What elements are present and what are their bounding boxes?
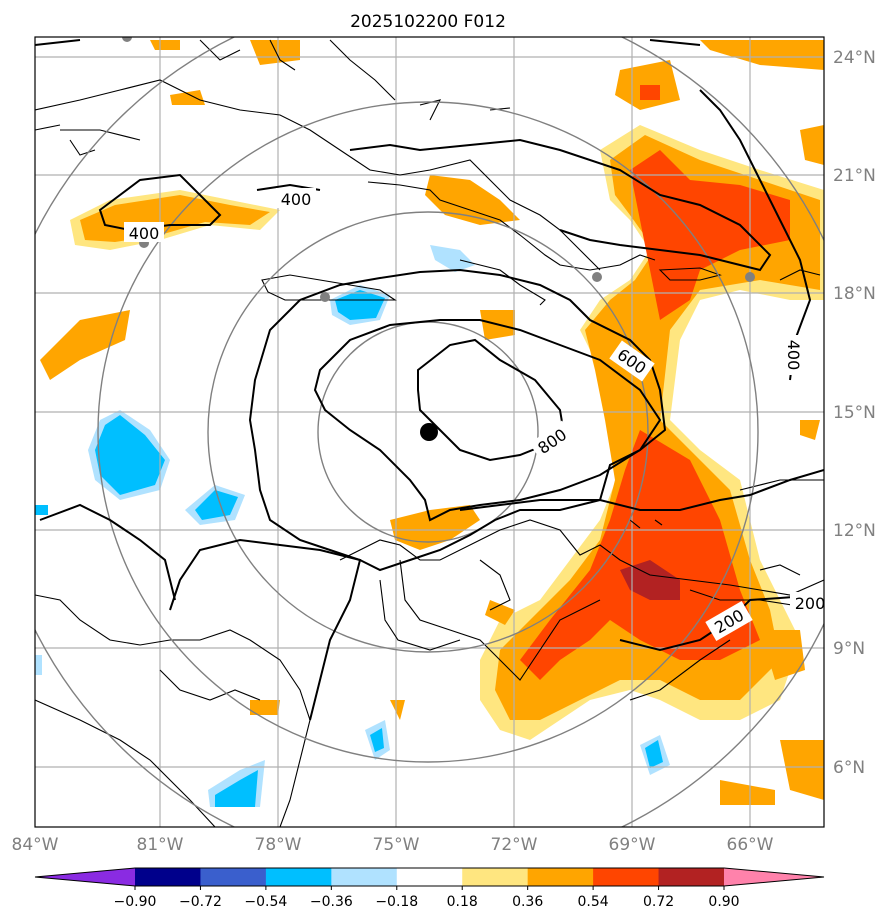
lat-label-18n: 18°N [833,284,876,304]
coastlines [35,39,824,827]
lon-label-78w: 78°W [255,835,302,855]
colorbar-tick-label: −0.36 [310,894,353,910]
contour-label-200-b: 200 [795,594,826,613]
colorbar-tick-label: −0.72 [179,894,222,910]
colorbar-segment [593,868,660,886]
lat-label-24n: 24°N [833,48,876,68]
colorbar-segment [527,868,594,886]
lat-label-9n: 9°N [833,639,865,659]
colorbar-segment [265,868,332,886]
colorbar-segment [331,868,398,886]
latitude-labels: 24°N 21°N 18°N 15°N 12°N 9°N 6°N [833,48,876,778]
colorbar-tick-label: 0.72 [643,894,674,910]
lat-lon-grid [35,37,824,827]
lon-label-81w: 81°W [137,835,184,855]
colorbar-segment [200,868,267,886]
colorbar-tick-label: −0.18 [375,894,418,910]
lon-label-66w: 66°W [727,835,774,855]
lon-label-69w: 69°W [609,835,656,855]
lon-label-72w: 72°W [491,835,538,855]
lon-label-84w: 84°W [12,835,59,855]
longitude-labels: 84°W 81°W 78°W 75°W 72°W 69°W 66°W [12,835,774,855]
lat-label-15n: 15°N [833,403,876,423]
lat-label-21n: 21°N [833,166,876,186]
contour-label-400-a: 400 [281,190,312,209]
colorbar-tick-label: −0.54 [244,894,287,910]
colorbar-tick-label: 0.54 [578,894,609,910]
colorbar-segment [135,868,201,886]
lat-label-6n: 6°N [833,758,865,778]
colorbar-segment [462,868,529,886]
colorbar-tick-label: 0.18 [447,894,478,910]
colorbar-extend-high [724,868,824,886]
lon-label-75w: 75°W [373,835,420,855]
range-rings [35,37,824,827]
colorbar-tick-label: −0.90 [114,894,157,910]
map-panel: 400 400 400 600 800 200 200 [35,37,826,827]
contour-label-400-b: 400 [129,224,160,243]
lat-label-12n: 12°N [833,521,876,541]
colorbar: −0.90 −0.72 −0.54 −0.36 −0.18 0.18 0.36 0.54 0.7… [34,867,825,910]
map-title: 2025102200 F012 [350,12,506,32]
colorbar-tick-label: 0.36 [512,894,543,910]
contour-label-400-c: 400 [784,340,803,371]
colorbar-segment [396,868,463,886]
map-frame [34,36,825,828]
colorbar-extend-low [35,868,135,886]
storm-center-marker [420,423,438,441]
negative-shading [35,245,670,807]
colorbar-tick-label: 0.90 [708,894,739,910]
colorbar-segment [658,868,725,886]
